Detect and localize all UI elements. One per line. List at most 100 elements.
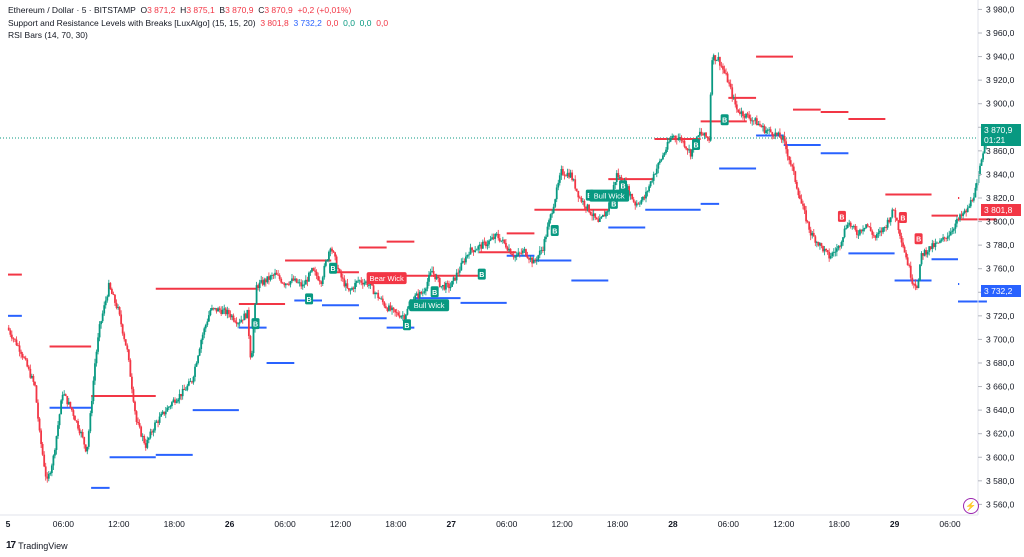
price-tick-label: 3 680,0 (986, 358, 1015, 368)
candle-body (27, 366, 30, 369)
candle-body (328, 251, 330, 260)
candle-body (137, 421, 139, 424)
candle-body (717, 56, 720, 61)
candle-body (718, 56, 721, 66)
break-marker-label: B (479, 272, 484, 279)
candle-body (608, 202, 610, 212)
candle-body (779, 132, 781, 138)
candle-body (671, 135, 674, 139)
candle-body (503, 239, 506, 243)
candle-body (283, 283, 286, 286)
candle-body (577, 190, 580, 198)
candle-body (104, 300, 107, 306)
price-axis[interactable]: 3 980,03 960,03 940,03 920,03 900,03 880… (977, 0, 1015, 515)
rsi-legend-row[interactable]: RSI Bars (14, 70, 30) (8, 29, 388, 42)
candle-body (742, 111, 744, 117)
candle-body (495, 233, 498, 235)
candle-body (589, 211, 592, 215)
candle-body (318, 280, 321, 282)
candle-body (637, 203, 640, 205)
candle-body (94, 363, 96, 381)
candle-body (243, 313, 246, 321)
candle-body (107, 282, 110, 297)
candle-body (408, 305, 410, 309)
candle-body (634, 201, 637, 206)
symbol-title[interactable]: Ethereum / Dollar · 5 · BITSTAMP (8, 5, 136, 15)
time-axis[interactable]: 5 06:00 12:00 18:00 26 06:00 12:00 18:00 27 06:00… (0, 514, 978, 529)
candle-body (580, 197, 583, 202)
candle-body (520, 252, 523, 254)
candle-body (688, 149, 691, 151)
price-tick-label: 3 760,0 (986, 264, 1015, 274)
candle-body (332, 251, 335, 253)
candle-body (489, 239, 492, 241)
candle-body (114, 294, 116, 303)
price-tick-label: 3 840,0 (986, 169, 1015, 179)
candle-body (815, 242, 818, 243)
candle-body (819, 243, 821, 246)
candle-body (800, 198, 803, 204)
candle-body (785, 141, 787, 150)
candle-body (677, 138, 680, 140)
candle-body (15, 339, 18, 346)
candle-body (127, 349, 130, 361)
candle-body (922, 253, 924, 256)
candle-body (952, 228, 955, 231)
candle-body (735, 104, 738, 110)
indicator-rsi-title[interactable]: RSI Bars (14, 70, 30) (8, 30, 88, 40)
candle-body (792, 166, 795, 172)
candle-body (957, 218, 960, 220)
candle-body (734, 97, 737, 105)
candle-body (886, 219, 889, 228)
candle-body (151, 431, 153, 433)
candle-body (212, 307, 215, 309)
candle-body (120, 314, 123, 325)
candle-body (211, 307, 213, 310)
candle-body (728, 82, 731, 84)
candle-body (55, 436, 58, 450)
candle-body (372, 285, 375, 295)
candle-body (541, 250, 544, 251)
candle-body (377, 292, 380, 299)
break-marker-label: B (331, 266, 336, 273)
candle-body (304, 279, 307, 285)
candle-body (432, 270, 435, 274)
indicator-sr-title[interactable]: Support and Resistance Levels with Break… (8, 17, 256, 28)
candle-body (418, 291, 421, 299)
lightning-icon[interactable]: ⚡ (963, 498, 979, 514)
break-marker-box (402, 319, 411, 331)
support-resistance-levels (8, 55, 997, 489)
break-marker-box (251, 318, 260, 330)
price-tick-label: 3 560,0 (986, 499, 1015, 509)
candle-body (144, 443, 147, 448)
symbol-legend-row[interactable]: Ethereum / Dollar · 5 · BITSTAMP O3 871,… (8, 4, 388, 17)
price-tick-label: 3 920,0 (986, 75, 1015, 85)
candle-body (588, 204, 590, 212)
candle-body (440, 286, 443, 288)
candle-body (803, 205, 806, 211)
candle-body (675, 138, 678, 140)
indicator-legend-row[interactable]: Support and Resistance Levels with Break… (8, 17, 388, 30)
candle-body (689, 149, 692, 157)
candle-body (172, 399, 175, 403)
candle-body (124, 339, 127, 346)
candle-body (983, 144, 986, 154)
candle-body (889, 217, 892, 223)
tradingview-brand[interactable]: 17 TradingView (6, 540, 68, 551)
candle-body (874, 235, 877, 238)
candle-body (936, 242, 938, 244)
time-tick-label: 5 (6, 519, 11, 529)
candle-body (140, 426, 143, 437)
candle-body (343, 278, 346, 287)
candle-body (554, 199, 557, 207)
candle-body (235, 321, 238, 324)
candle-body (384, 306, 387, 309)
candle-body (294, 278, 296, 281)
candle-body (414, 295, 417, 300)
candle-body (845, 227, 848, 229)
candle-body (312, 268, 315, 271)
price-tick-label: 3 580,0 (986, 476, 1015, 486)
candle-body (189, 381, 192, 383)
indicator-sr-support: 3 732,2 (293, 17, 322, 28)
